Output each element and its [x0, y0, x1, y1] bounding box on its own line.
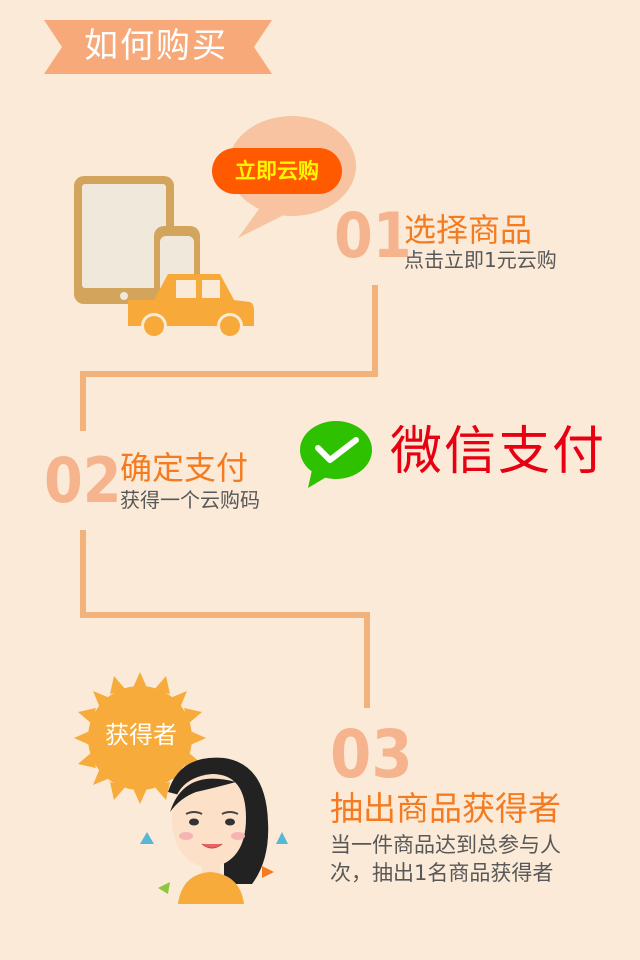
confetti-icon [276, 832, 288, 844]
step2-title: 确定支付 [120, 449, 249, 487]
page-title: 如何购买 [84, 26, 228, 66]
connector-line [80, 371, 378, 377]
winner-badge-label: 获得者 [105, 721, 177, 749]
sun-badge-icon [74, 672, 206, 804]
header-ribbon [44, 20, 272, 74]
confetti-icon [158, 882, 170, 894]
step2-description: 获得一个云购码 [120, 488, 260, 512]
confetti-icon [140, 832, 154, 844]
wechat-pay-icon [300, 421, 372, 488]
connector-line [80, 612, 370, 618]
confetti-icon [262, 866, 274, 878]
wechat-pay-label: 微信支付 [390, 422, 607, 482]
connector-line [80, 371, 86, 431]
step1-title: 选择商品 [404, 211, 533, 249]
tablet-icon [74, 176, 174, 304]
avatar [168, 757, 269, 904]
step3-description-line1: 当一件商品达到总参与人 [330, 833, 561, 857]
step3-number: 03 [330, 716, 413, 793]
connector-line [80, 530, 86, 618]
step1-number: 01 [334, 199, 412, 272]
step1-description: 点击立即1元云购 [404, 248, 557, 272]
step2-number: 02 [44, 444, 122, 517]
connector-line [364, 612, 370, 708]
step3-description-line2: 次，抽出1名商品获得者 [330, 861, 554, 885]
connector-line [372, 285, 378, 377]
buy-now-badge[interactable]: 立即云购 [212, 148, 342, 194]
car-icon [128, 274, 254, 339]
step3-title: 抽出商品获得者 [330, 789, 561, 828]
